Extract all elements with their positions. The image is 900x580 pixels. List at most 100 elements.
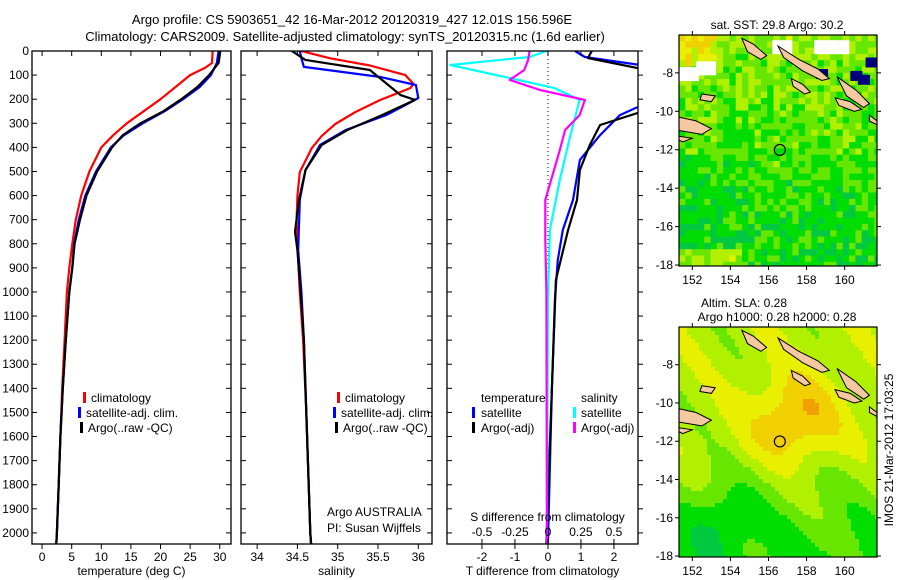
map-cell xyxy=(811,447,816,452)
map-cell xyxy=(704,79,711,86)
map-cell xyxy=(739,403,744,408)
map-cell xyxy=(827,415,832,420)
map-cell xyxy=(767,423,772,428)
map-cell xyxy=(874,217,877,225)
map-cell xyxy=(691,543,696,548)
map-cell xyxy=(760,217,768,225)
map-cell xyxy=(679,98,686,105)
map-cell xyxy=(691,355,696,360)
map-cell xyxy=(773,205,781,212)
map-cell xyxy=(791,543,796,548)
map-cell xyxy=(798,98,806,105)
map-cell xyxy=(851,351,856,356)
map-cell xyxy=(723,503,728,508)
map-cell xyxy=(875,543,877,548)
map-cell xyxy=(783,511,788,516)
map-cell xyxy=(839,379,844,384)
map-cell xyxy=(687,347,692,352)
map-cell xyxy=(679,503,684,508)
map-cell xyxy=(839,511,844,516)
map-cell xyxy=(685,41,692,48)
map-cell xyxy=(868,91,875,99)
map-cell xyxy=(735,261,743,266)
map-cell xyxy=(874,242,877,250)
map-cell xyxy=(723,47,730,55)
missing-data-cell xyxy=(814,40,835,55)
map-cell xyxy=(711,523,716,528)
map-cell xyxy=(815,539,820,544)
map-cell xyxy=(863,527,868,532)
map-cell xyxy=(859,511,864,516)
map-cell xyxy=(803,387,808,392)
map-cell xyxy=(771,543,776,548)
map-cell xyxy=(695,531,700,536)
map-cell xyxy=(751,507,756,512)
map-cell xyxy=(716,85,724,92)
map-cell xyxy=(767,98,774,105)
map-cell xyxy=(875,535,877,540)
map-cell xyxy=(851,499,856,504)
map-cell xyxy=(795,499,800,504)
map-cell xyxy=(699,439,704,444)
legend-climatology: climatology xyxy=(345,391,405,405)
map-cell xyxy=(699,543,704,548)
map-cell xyxy=(679,423,684,428)
map-cell xyxy=(819,459,824,464)
map-cell xyxy=(795,491,800,496)
map-cell xyxy=(783,543,788,548)
map-cell xyxy=(715,375,720,380)
map-cell xyxy=(827,547,832,552)
map-cell xyxy=(779,79,787,86)
map-cell xyxy=(703,471,708,476)
map-cell xyxy=(835,443,840,448)
map-cell xyxy=(775,523,780,528)
map-cell xyxy=(743,499,748,504)
map-cell xyxy=(679,339,684,344)
map-cell xyxy=(759,539,764,544)
map-cell xyxy=(875,343,877,348)
map-cell xyxy=(839,519,844,524)
map-cell xyxy=(751,431,756,436)
map-cell xyxy=(827,515,832,520)
map-cell xyxy=(787,523,792,528)
map-cell xyxy=(811,479,816,484)
map-cell xyxy=(723,531,728,536)
map-cell xyxy=(735,415,740,420)
map-cell xyxy=(763,399,768,404)
map-cell xyxy=(871,507,876,512)
map-cell xyxy=(707,459,712,464)
map-cell xyxy=(823,487,828,492)
map-cell xyxy=(847,331,852,336)
map-cell xyxy=(859,447,864,452)
map-cell xyxy=(695,539,700,544)
map-cell xyxy=(786,135,793,143)
map-cell xyxy=(859,411,864,416)
legend-swatch-satellite xyxy=(78,407,81,418)
map-cell xyxy=(763,347,768,352)
map-cell xyxy=(715,543,720,548)
map-cell xyxy=(695,391,700,396)
map-cell xyxy=(831,403,836,408)
map-cell xyxy=(763,423,768,428)
map-cell xyxy=(771,383,776,388)
map-cell xyxy=(855,186,862,193)
map-cell xyxy=(843,555,848,557)
map-cell xyxy=(839,363,844,368)
map-cell xyxy=(831,367,836,372)
map-cell xyxy=(759,467,764,472)
map-cell xyxy=(799,479,804,484)
map-cell xyxy=(739,435,744,440)
map-cell xyxy=(805,47,812,55)
map-cell xyxy=(863,539,868,544)
map-cell xyxy=(807,343,812,348)
map-cell xyxy=(727,455,732,460)
map-cell xyxy=(863,511,868,516)
map-cell xyxy=(754,198,762,206)
map-cell xyxy=(719,471,724,476)
map-cell xyxy=(803,395,808,400)
map-cell xyxy=(683,371,688,376)
map-cell xyxy=(851,475,856,480)
map-cell xyxy=(855,371,860,376)
map-cell xyxy=(795,407,800,412)
map-cell xyxy=(827,431,832,436)
